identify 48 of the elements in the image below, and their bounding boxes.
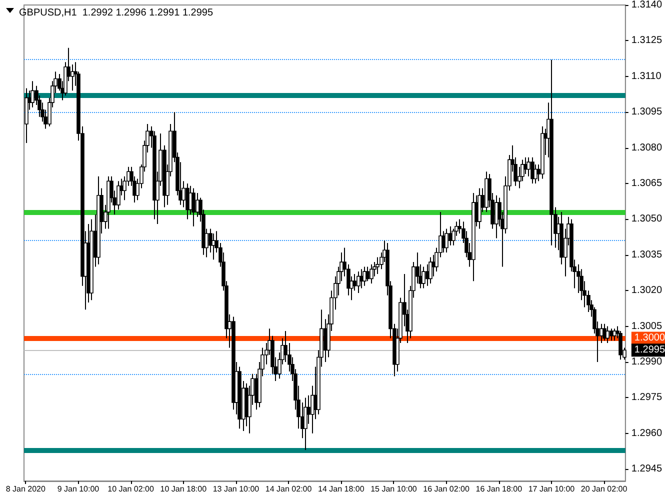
x-tick-label: 15 Jan 10:00 [370, 484, 418, 494]
y-tick-label: 1.3125 [631, 35, 662, 46]
candlestick [534, 164, 538, 184]
candlestick [352, 273, 356, 292]
y-tick-label: 1.2990 [631, 356, 662, 368]
candlestick [618, 330, 622, 360]
candlestick [356, 271, 360, 294]
x-tick-label: 10 Jan 02:00 [108, 484, 154, 494]
candlestick [606, 326, 610, 344]
y-tick-label: 1.2975 [631, 392, 662, 404]
candlestick [116, 180, 120, 210]
candlestick [612, 328, 616, 342]
candlestick [370, 264, 374, 284]
candlestick [30, 80, 34, 108]
y-tick-label: 1.3035 [631, 249, 662, 260]
ref-line-label: 1.2995 [634, 344, 665, 356]
x-tick-label: 16 Jan 02:00 [423, 484, 470, 494]
y-tick-label: 1.3005 [631, 320, 662, 332]
candlestick [192, 188, 196, 227]
candlestick [422, 266, 426, 289]
candlestick [70, 64, 74, 92]
y-tick-label: 1.3110 [631, 70, 662, 82]
y-tick-label: 1.3050 [631, 214, 662, 225]
y-tick-label: 1.2960 [631, 428, 662, 439]
candlestick [376, 256, 380, 274]
x-tick-label: 13 Jan 10:00 [212, 484, 260, 494]
x-tick-label: 20 Jan 02:00 [580, 484, 628, 494]
x-tick-label: 8 Jan 2020 [6, 484, 46, 494]
x-tick-label: 14 Jan 02:00 [265, 484, 312, 494]
candlestick [304, 397, 308, 451]
candlestick [428, 256, 432, 284]
y-tick-label: 1.2945 [631, 464, 662, 475]
candlestick [366, 266, 370, 282]
x-tick-label: 16 Jan 18:00 [476, 484, 523, 494]
chart-title: GBPUSD,H1 1.2992 1.2996 1.2991 1.2995 [19, 8, 214, 18]
y-tick-label: 1.3020 [631, 285, 662, 296]
x-tick-label: 9 Jan 10:00 [57, 484, 100, 494]
y-tick-label: 1.3140 [631, 0, 662, 10]
ref-line-label: 1.3000 [634, 332, 665, 344]
y-tick-label: 1.3095 [631, 106, 662, 118]
x-tick-label: 17 Jan 10:00 [528, 484, 576, 494]
candlestick [444, 228, 448, 254]
x-tick-label: 14 Jan 18:00 [318, 484, 365, 494]
x-tick-label: 10 Jan 18:00 [160, 484, 208, 494]
candlestick [530, 156, 534, 184]
candlestick [526, 156, 530, 177]
y-tick-label: 1.3080 [631, 142, 662, 154]
y-tick-label: 1.3065 [631, 178, 662, 189]
